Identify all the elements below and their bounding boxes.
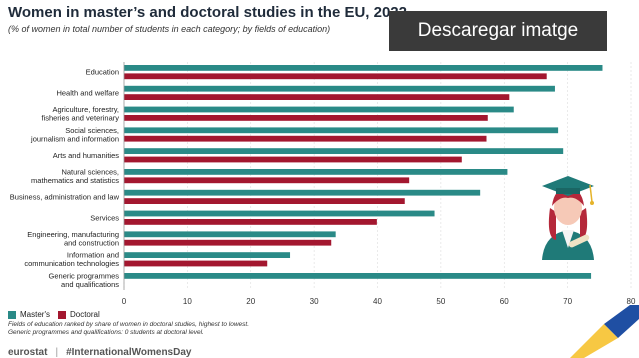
category-label: Education — [86, 68, 119, 77]
category-label: Information and communication technologie… — [24, 251, 119, 269]
bar-doctoral — [124, 115, 488, 121]
category-label: Business, administration and law — [10, 193, 120, 202]
category-label: Agriculture, forestry, fisheries and vete… — [41, 105, 119, 123]
graduate-woman-illustration — [542, 176, 594, 260]
x-tick-label: 40 — [373, 297, 382, 306]
x-tick-label: 60 — [500, 297, 509, 306]
decorative-ribbon — [570, 305, 639, 358]
x-tick-label: 0 — [122, 297, 127, 306]
bar-masters — [124, 85, 555, 92]
category-label: Services — [90, 213, 119, 222]
bar-doctoral — [124, 219, 377, 225]
category-label-line: Generic programmes — [49, 271, 120, 280]
category-label-line: Services — [90, 213, 119, 222]
bar-masters — [124, 127, 559, 134]
bar-doctoral — [124, 198, 405, 204]
category-label-line: Social sciences, — [65, 126, 119, 135]
category-label-line: Information and — [67, 251, 119, 260]
footer: eurostat | #InternationalWomensDay — [8, 347, 191, 358]
category-label: Social sciences, journalism and informati… — [30, 126, 119, 144]
category-label-line: Engineering, manufacturing — [27, 230, 119, 239]
category-label-line: and construction — [64, 238, 119, 247]
bar-doctoral — [124, 239, 332, 246]
category-label-line: journalism and information — [30, 134, 119, 143]
bar-masters — [124, 210, 435, 217]
x-tick-label: 70 — [563, 297, 572, 306]
category-label-line: Health and welfare — [56, 89, 119, 98]
chart-title: Women in master’s and doctoral studies i… — [8, 4, 407, 21]
legend-label-masters: Master's — [20, 310, 50, 319]
legend-swatch-doctoral — [57, 310, 66, 319]
x-tick-label: 50 — [436, 297, 445, 306]
bar-doctoral — [124, 260, 268, 267]
bar-masters — [124, 65, 603, 71]
category-label-line: Natural sciences, — [61, 167, 119, 176]
bar-masters — [124, 273, 592, 279]
category-label-line: fisheries and veterinary — [41, 114, 119, 123]
category-label: Generic programmes and qualifications — [49, 271, 120, 289]
bar-masters — [124, 106, 514, 113]
bar-masters — [124, 189, 481, 196]
x-tick-label: 20 — [246, 297, 255, 306]
legend-label-doctoral: Doctoral — [69, 310, 100, 319]
category-label-line: and qualifications — [61, 280, 119, 289]
note-line: Fields of education ranked by share of w… — [8, 321, 249, 328]
category-label-line: Agriculture, forestry, — [52, 105, 119, 114]
bar-doctoral — [124, 73, 547, 80]
category-label: Natural sciences, mathematics and statist… — [31, 167, 119, 185]
bar-doctoral — [124, 94, 510, 100]
chart-subtitle: (% of women in total number of students … — [8, 24, 331, 34]
x-tick-label: 80 — [627, 297, 636, 306]
bar-masters — [124, 169, 508, 175]
bar-masters — [124, 231, 336, 238]
category-label: Health and welfare — [56, 89, 119, 98]
footer-separator: | — [55, 347, 59, 358]
x-tick-label: 30 — [310, 297, 319, 306]
bar-doctoral — [124, 156, 462, 163]
bar-masters — [124, 252, 291, 258]
eurostat-logo: eurostat — [8, 347, 48, 358]
bar-doctoral — [124, 135, 487, 142]
category-label: Arts and humanities — [53, 151, 120, 160]
download-image-button[interactable]: Descaregar imatge — [389, 11, 607, 51]
category-label-line: Education — [86, 68, 119, 77]
bar-masters — [124, 148, 564, 154]
category-label-line: mathematics and statistics — [31, 176, 119, 185]
category-label-line: Business, administration and law — [10, 193, 120, 202]
note-line: Generic programmes and qualifications: 0… — [8, 329, 204, 336]
bar-doctoral — [124, 177, 410, 184]
category-label-line: Arts and humanities — [53, 151, 120, 160]
chart-legend: Master's Doctoral — [8, 310, 100, 319]
category-label-line: communication technologies — [24, 259, 119, 268]
x-tick-label: 10 — [183, 297, 192, 306]
category-label: Engineering, manufacturing and constructi… — [27, 230, 119, 248]
footer-hashtag: #InternationalWomensDay — [66, 347, 192, 358]
legend-swatch-masters — [8, 310, 16, 319]
chart-notes: Fields of education ranked by share of w… — [8, 321, 249, 337]
